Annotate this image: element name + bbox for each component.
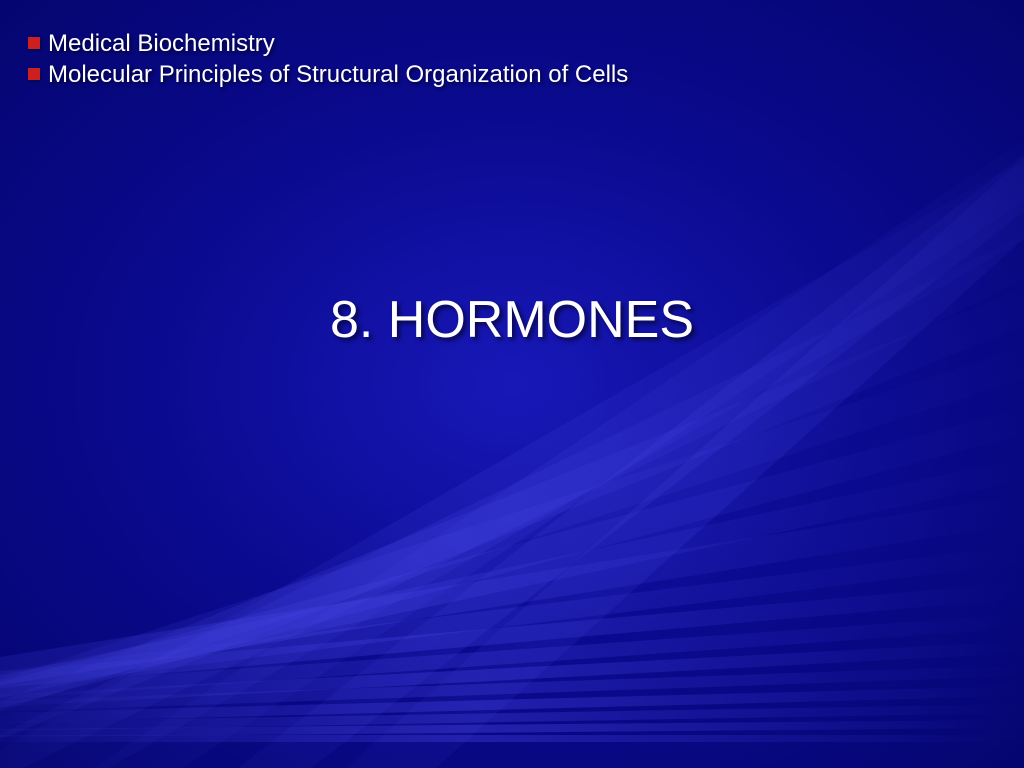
light-ray xyxy=(0,735,1024,742)
header-text-2: Molecular Principles of Structural Organ… xyxy=(48,61,628,88)
slide-title: 8. HORMONES xyxy=(0,290,1024,350)
header-line-1: Medical Biochemistry xyxy=(28,28,628,59)
bullet-icon xyxy=(28,37,40,49)
bullet-icon xyxy=(28,68,40,80)
header-line-2: Molecular Principles of Structural Organ… xyxy=(28,59,628,90)
header-text-1: Medical Biochemistry xyxy=(48,30,275,57)
background-rays xyxy=(0,0,1024,768)
presentation-slide: Medical Biochemistry Molecular Principle… xyxy=(0,0,1024,768)
slide-header: Medical Biochemistry Molecular Principle… xyxy=(28,28,628,90)
